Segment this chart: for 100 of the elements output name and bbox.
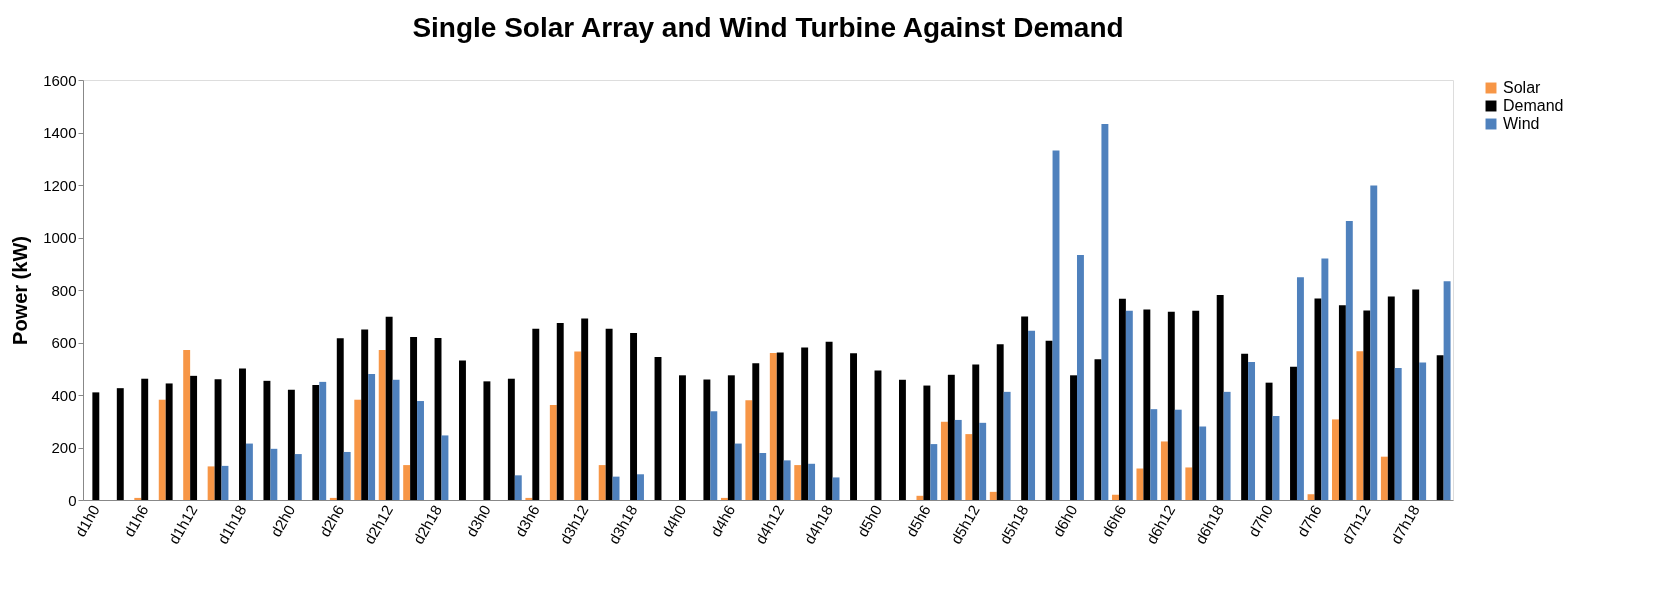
bar [1136,468,1144,500]
bar [1101,124,1109,500]
bar [808,463,816,500]
y-tick-label: 0 [68,491,77,509]
bar [336,338,344,500]
bar [1290,366,1297,500]
y-tick-label: 600 [51,334,77,351]
bar [720,497,728,500]
bar [801,347,809,500]
bar [1363,310,1371,500]
bar [947,374,955,500]
bar [898,379,906,500]
bar [759,453,767,500]
bar [245,443,253,500]
y-tick-label: 800 [51,281,77,299]
bar [979,422,987,500]
bar [1143,309,1151,500]
bar [459,360,466,500]
bar [1192,310,1200,500]
bar [507,378,515,500]
bar [965,434,973,500]
bar [1070,375,1077,500]
bar [1265,382,1273,500]
bar [207,466,215,500]
bar [710,411,718,500]
bar [783,460,791,500]
bar [343,451,351,500]
y-tick-label: 1000 [43,229,77,246]
bar [923,385,931,500]
bar [637,474,644,500]
bar [752,363,760,500]
bar [165,383,173,500]
bar [850,353,858,500]
bar [598,465,606,500]
bar [1045,340,1053,500]
bar [1436,355,1444,500]
bar [1321,258,1329,500]
bar [1112,494,1119,500]
bar [385,316,393,500]
bar [483,381,491,500]
bar [1307,494,1315,500]
bar [1199,426,1207,500]
y-axis-title: Power (kW) [9,236,32,345]
bar [441,435,449,500]
bar [287,389,295,500]
bar [1443,281,1451,500]
bar [996,344,1004,500]
bar [605,328,613,500]
y-tick-label: 400 [51,386,77,404]
bar [239,368,246,500]
legend-label: Demand [1503,97,1564,114]
bar [794,465,802,500]
bar [769,353,777,500]
bar [1370,185,1378,500]
bar [703,379,711,500]
bar [134,497,142,500]
bar [532,328,540,500]
y-tick-label: 200 [51,439,77,456]
bar [1021,316,1029,500]
bar [1174,409,1182,500]
bar [183,350,191,500]
bar [354,399,362,500]
bar [158,399,166,500]
bar [1185,467,1193,500]
bar [1076,255,1084,500]
bar [745,400,753,500]
bar [214,379,222,500]
bar [329,497,337,500]
bar [630,333,638,500]
bar [612,476,620,500]
bar [776,352,784,500]
bar [190,375,198,500]
bar [361,329,369,500]
bar [1314,298,1322,500]
chart-title: Single Solar Array and Wind Turbine Against Demand [412,12,1124,43]
bar [294,454,302,500]
bar [1160,441,1168,500]
bar [930,444,938,500]
bar [514,475,522,500]
bar [319,381,327,500]
bar [1167,311,1175,500]
bar [403,465,411,500]
bar [1380,456,1388,500]
bar [1412,289,1420,500]
bar [1419,362,1427,500]
bar [954,419,962,500]
bar [1150,409,1158,500]
bar [1332,419,1339,500]
bar [574,351,582,500]
bar [378,350,386,500]
bar [989,491,997,500]
bar [392,379,400,500]
bar [116,388,124,500]
bar [368,374,376,500]
bar [263,380,271,500]
bar [270,448,278,500]
bar [1356,351,1364,500]
bar [678,375,686,500]
bar [734,443,742,500]
bar [1387,296,1395,500]
